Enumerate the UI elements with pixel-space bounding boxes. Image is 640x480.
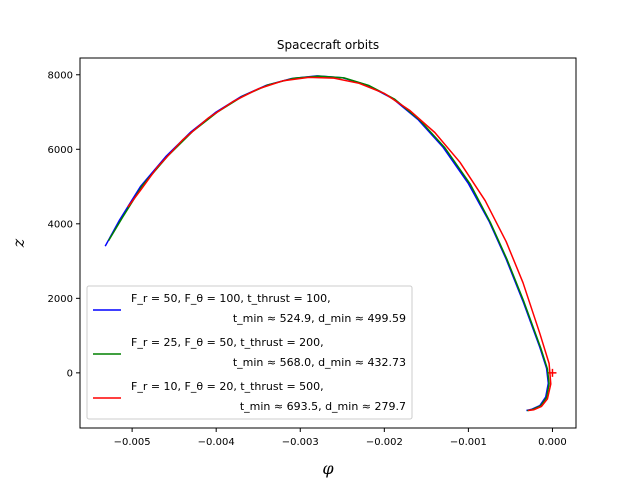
axes-frame (79, 57, 577, 429)
legend-label-2-line1: F_r = 10, F_θ = 20, t_thrust = 500, (131, 380, 324, 393)
x-tick-label: −0.001 (450, 437, 487, 448)
legend-label-2-line2: t_min ≈ 693.5, d_min ≈ 279.7 (240, 400, 406, 413)
legend-label-0-line1: F_r = 50, F_θ = 100, t_thrust = 100, (131, 292, 331, 305)
y-tick-label: 0 (67, 368, 73, 379)
plot-area (104, 75, 557, 412)
y-tick-label: 8000 (48, 70, 73, 81)
y-tick-label: 6000 (48, 145, 73, 156)
x-tick-label: −0.005 (114, 437, 151, 448)
y-axis-label: z (9, 238, 28, 248)
y-tick-label: 2000 (48, 294, 73, 305)
series-line-2 (127, 76, 552, 412)
legend-label-1-line2: t_min ≈ 568.0, d_min ≈ 432.73 (233, 356, 406, 369)
x-axis: −0.005 −0.004 −0.003 −0.002 −0.001 0.000 (114, 428, 567, 448)
legend-label-0-line2: t_min ≈ 524.9, d_min ≈ 499.59 (233, 312, 406, 325)
x-tick-label: −0.002 (366, 437, 403, 448)
x-tick-label: −0.004 (198, 437, 235, 448)
x-axis-label: φ (322, 459, 334, 478)
chart-title: Spacecraft orbits (277, 38, 379, 52)
legend-box (86, 285, 413, 420)
x-tick-label: 0.000 (538, 437, 567, 448)
legend: F_r = 50, F_θ = 100, t_thrust = 100, t_mi… (86, 285, 413, 420)
x-tick-label: −0.003 (282, 437, 319, 448)
y-tick-label: 4000 (48, 219, 73, 230)
y-axis: 0 2000 4000 6000 8000 (48, 70, 80, 379)
legend-label-1-line1: F_r = 25, F_θ = 50, t_thrust = 200, (131, 336, 324, 349)
